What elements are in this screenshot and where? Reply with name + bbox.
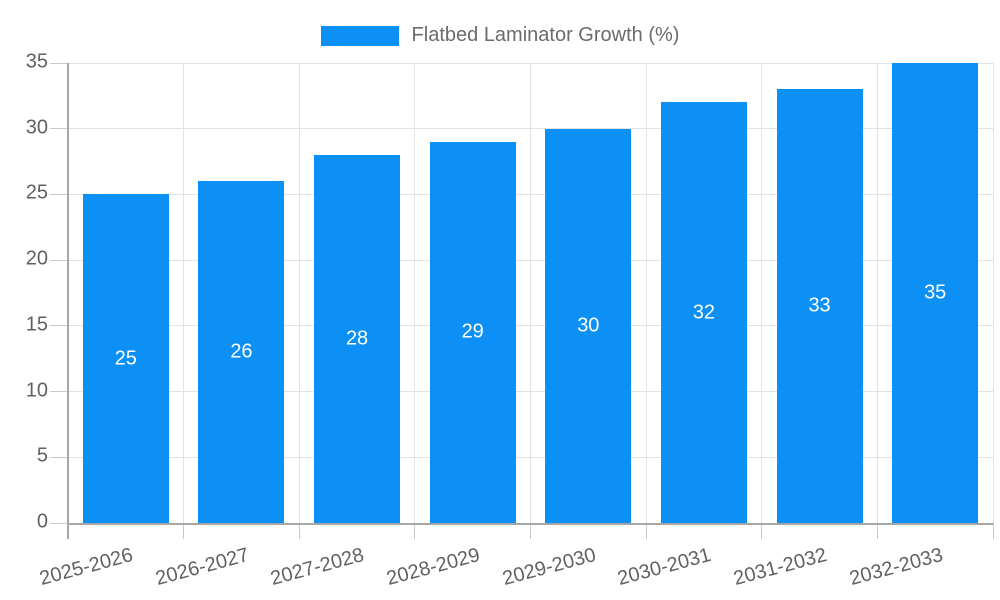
v-gridline [530,63,531,523]
bar-value-label: 25 [114,347,137,370]
bar[interactable] [776,89,863,523]
y-axis-tick [50,128,68,130]
x-axis-tick [298,523,300,539]
bar-value-label: 28 [345,327,369,350]
x-axis-tick-label: 2025-2026 [37,544,136,591]
x-axis-tick [761,523,763,539]
v-gridline [992,63,994,523]
y-axis-tick [50,325,68,327]
x-axis-tick-label: 2026-2027 [153,544,252,591]
y-axis-tick-label: 35 [25,50,48,73]
legend-label: Flatbed Laminator Growth (%) [411,24,680,46]
y-axis-tick [50,193,68,195]
bar[interactable] [314,155,401,523]
x-axis-tick-label: 2030-2031 [615,544,714,591]
bar[interactable] [82,194,169,523]
y-axis-tick-label: 25 [25,182,48,205]
v-gridline [876,63,878,523]
bar[interactable] [892,63,979,523]
x-axis-tick [183,523,185,539]
bar-value-label: 35 [924,281,947,304]
y-axis-tick-label: 5 [36,444,48,467]
x-axis-tick [530,523,531,539]
bar-value-label: 32 [692,301,716,324]
y-axis-tick [50,259,68,261]
x-axis-tick [876,523,878,539]
y-axis-tick-label: 20 [25,247,48,270]
y-axis-line [67,63,69,539]
legend-swatch [320,25,399,46]
x-axis-tick-label: 2029-2030 [499,544,599,591]
x-axis-tick-label: 2031-2032 [731,544,830,591]
y-axis-tick [50,62,68,64]
v-gridline [414,63,416,523]
bar-value-label: 33 [808,294,831,317]
y-axis-tick-label: 10 [25,379,48,402]
x-axis-line [68,523,993,525]
bar[interactable] [545,128,632,523]
v-gridline [183,63,185,523]
y-axis-tick-label: 15 [25,313,48,336]
bar[interactable] [660,102,747,523]
bar-value-label: 30 [577,314,600,337]
x-axis-tick-label: 2027-2028 [268,544,367,591]
bar-value-label: 29 [461,320,484,343]
y-axis-tick-label: 0 [36,510,48,533]
x-axis-tick-label: 2032-2033 [846,544,945,591]
x-axis-tick [414,523,416,539]
y-axis-tick [50,522,68,524]
v-gridline [761,63,763,523]
v-gridline [298,63,300,523]
y-axis-tick [50,456,68,458]
x-axis-tick [645,523,647,539]
x-axis-tick [992,523,994,539]
y-axis-tick [50,391,68,393]
y-axis-tick-label: 30 [25,116,48,139]
v-gridline [645,63,647,523]
bar[interactable] [429,141,516,523]
bar[interactable] [198,181,285,523]
x-axis-tick-label: 2028-2029 [384,544,483,591]
bar-value-label: 26 [230,340,253,363]
chart-legend[interactable]: Flatbed Laminator Growth (%) [0,24,1000,47]
